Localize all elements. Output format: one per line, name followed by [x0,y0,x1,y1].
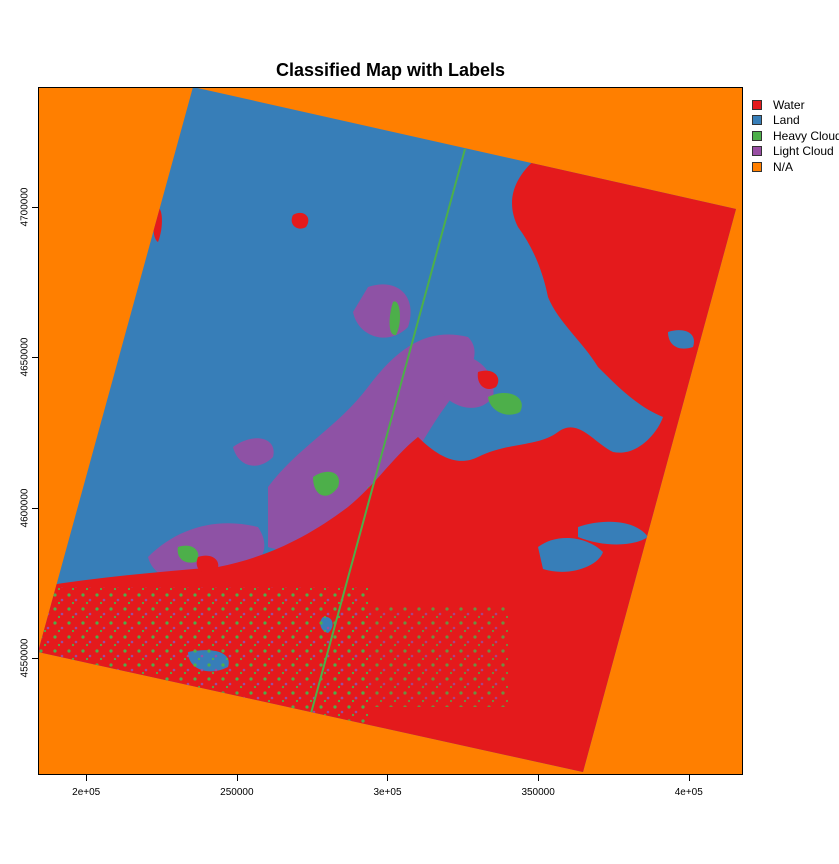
y-tick-label: 4650000 [19,337,31,377]
y-tick-label: 4550000 [19,638,31,678]
map-title: Classified Map with Labels [275,60,506,80]
legend-swatch-light-cloud [752,146,762,157]
classified-raster-map[interactable] [38,87,743,775]
y-tick-label: 4600000 [19,488,31,528]
y-tick [32,507,38,509]
x-tick [86,775,88,781]
legend-item-heavy-cloud: Heavy Cloud [752,128,839,144]
x-tick-label: 350000 [521,787,555,798]
legend-label: Light Cloud [773,144,834,159]
legend: Water Land Heavy Cloud Light Cloud N/A [752,97,839,175]
y-tick [32,357,38,359]
legend-swatch-na [752,161,762,172]
legend-swatch-land [752,115,762,126]
legend-swatch-water [752,99,762,110]
legend-label: Heavy Cloud [773,128,839,143]
legend-item-light-cloud: Light Cloud [752,144,839,160]
legend-item-na: N/A [752,159,839,175]
legend-label: N/A [773,159,794,174]
raster-svg [38,87,743,775]
legend-label: Water [773,97,805,112]
legend-swatch-heavy-cloud [752,130,762,141]
x-tick [688,775,690,781]
speckled-cloud-field-2 [328,607,508,707]
y-tick [32,207,38,209]
y-tick-label: 4700000 [19,187,31,227]
x-tick-label: 2e+05 [72,787,101,798]
legend-item-land: Land [752,113,839,129]
legend-item-water: Water [752,97,839,113]
legend-label: Land [773,113,800,128]
x-tick-label: 250000 [220,787,254,798]
x-tick [387,775,389,781]
y-tick [32,657,38,659]
x-tick-label: 4e+05 [674,787,703,798]
x-tick [538,775,540,781]
scene-seam-line [309,148,466,718]
x-tick [236,775,238,781]
x-tick-label: 3e+05 [373,787,402,798]
